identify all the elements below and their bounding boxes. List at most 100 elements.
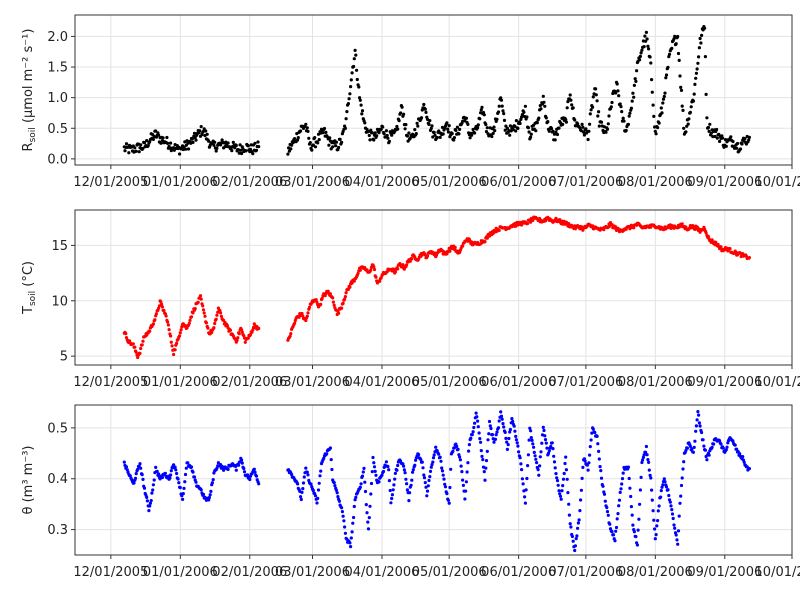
data-point [443,485,448,489]
data-point [476,425,480,429]
data-point [411,468,415,472]
data-point [493,129,497,133]
data-point [440,466,444,470]
data-point [705,458,709,462]
data-point [188,318,192,322]
data-point [705,116,709,120]
data-point [545,446,549,450]
data-point [430,463,434,467]
data-point [632,530,637,534]
data-point [226,467,230,471]
data-point [573,118,577,122]
data-point [701,438,705,442]
data-point [735,146,739,150]
data-point [390,133,394,137]
data-point [631,523,635,527]
data-point [134,149,138,153]
data-point [479,108,483,112]
data-point [615,517,619,521]
data-point [318,474,322,478]
data-point [618,102,622,106]
data-point [204,321,208,325]
data-point [214,149,218,153]
data-point [661,483,665,487]
data-point [397,119,401,123]
data-point [331,300,335,304]
data-point [535,461,539,465]
data-point [531,218,535,222]
data-point [479,449,483,453]
data-point [565,477,569,481]
data-point [518,121,522,126]
data-point [369,492,373,496]
data-point [390,493,394,497]
data-point [461,244,465,248]
x-tick-label: 04/01/2006 [344,565,419,580]
data-point [476,126,480,130]
x-tick-label: 08/01/2006 [618,565,693,580]
data-point [423,107,427,111]
data-point [520,223,524,227]
y-tick-label: 2.0 [47,30,68,45]
data-point [169,340,173,344]
data-point [432,453,436,457]
data-point [296,138,300,142]
data-point [591,105,595,109]
data-point [614,225,618,229]
data-point [642,45,646,49]
x-tick-label: 12/01/2005 [73,175,148,190]
data-point [355,77,359,82]
data-point [692,92,696,96]
data-point [654,533,658,537]
data-point [348,541,352,545]
data-point [395,124,399,129]
data-point [169,334,173,338]
data-point [565,106,569,110]
data-point [482,113,486,117]
data-point [441,132,445,136]
data-point [218,308,222,313]
data-point [319,302,323,306]
data-point [246,144,250,148]
x-tick-label: 09/01/2006 [687,375,762,390]
data-point [526,126,531,130]
data-point [561,484,565,488]
data-point [207,495,211,500]
data-point [254,148,259,152]
data-point [708,122,712,126]
x-tick-label: 10/01/2006 [755,565,800,580]
data-point [402,267,406,271]
data-point [461,478,465,482]
data-point [543,438,548,442]
data-point [661,101,665,105]
data-point [325,452,329,456]
data-point [676,542,680,546]
data-point [385,270,389,274]
data-point [629,494,633,499]
data-point [306,311,310,315]
data-point [527,130,531,134]
data-point [580,476,584,480]
data-point [632,95,636,99]
data-point [582,130,586,134]
data-point [404,123,408,127]
data-point [615,82,619,86]
data-point [453,245,457,250]
data-point [441,473,445,477]
data-point [697,46,702,50]
x-tick-label: 08/01/2006 [618,175,693,190]
data-point [315,501,319,505]
data-point [510,417,514,421]
data-point [676,34,680,39]
data-point [467,449,471,453]
data-point [377,480,381,484]
y-axis-title-main: θ [21,507,36,515]
data-point [678,501,682,505]
data-point [556,483,560,487]
data-point [494,433,498,437]
data-point [586,137,590,142]
data-point [696,410,700,414]
data-point [310,148,314,152]
data-point [233,146,237,150]
x-tick-label: 06/01/2006 [481,565,556,580]
